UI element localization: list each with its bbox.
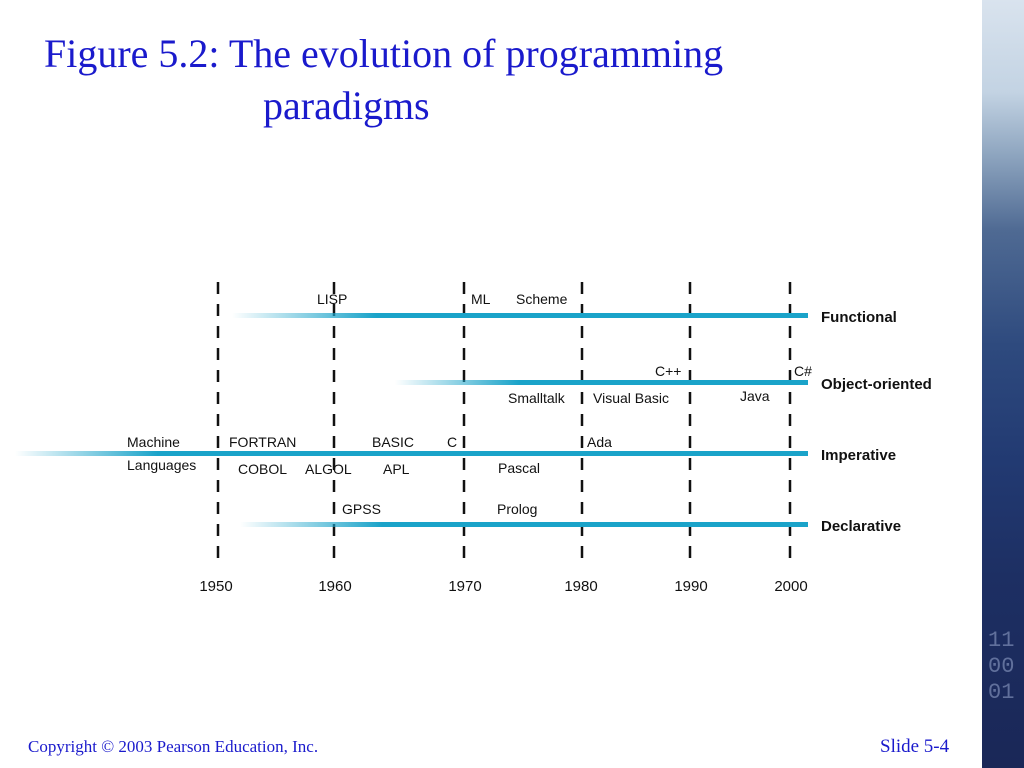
year-label-1980: 1980 (564, 578, 597, 595)
timeline-bar-imperative (15, 451, 808, 456)
language-ada: Ada (587, 434, 612, 450)
language-apl: APL (383, 461, 410, 477)
language-visual-basic: Visual Basic (593, 390, 669, 406)
language-fortran: FORTRAN (229, 434, 296, 450)
slide-title: Figure 5.2: The evolution of programming… (44, 28, 944, 132)
timeline-bar-functional (232, 313, 808, 318)
language-smalltalk: Smalltalk (508, 390, 566, 406)
language-basic: BASIC (372, 434, 414, 450)
paradigm-label-object-oriented: Object-oriented (821, 376, 932, 393)
copyright-footer: Copyright © 2003 Pearson Education, Inc. (28, 737, 319, 756)
year-label-1990: 1990 (674, 578, 707, 595)
paradigm-label-functional: Functional (821, 309, 897, 326)
language-lisp: LISP (317, 291, 347, 307)
language-scheme: Scheme (516, 291, 568, 307)
language-java: Java (740, 388, 770, 404)
language-c: C (447, 434, 457, 450)
language-machine: Machine (127, 434, 180, 450)
language-prolog: Prolog (497, 501, 537, 517)
paradigm-label-declarative: Declarative (821, 518, 901, 535)
language-pascal: Pascal (498, 460, 540, 476)
language-gpss: GPSS (342, 501, 381, 517)
language-ml: ML (471, 291, 491, 307)
language-cobol: COBOL (238, 461, 287, 477)
binary-digits-decoration: 11 00 01 (988, 628, 1015, 705)
language-cpp: C++ (655, 363, 681, 379)
year-label-1950: 1950 (199, 578, 232, 595)
year-label-2000: 2000 (774, 578, 807, 595)
timeline-bar-declarative (240, 522, 808, 527)
decorative-side-strip: 11 00 01 (982, 0, 1024, 768)
slide-title-line2: paradigms (263, 83, 430, 128)
decade-gridlines (216, 282, 792, 568)
slide-title-line1: Figure 5.2: The evolution of programming (44, 31, 724, 76)
language-csharp: C# (794, 363, 812, 379)
slide-number: Slide 5-4 (880, 736, 950, 757)
language-algol: ALGOL (305, 461, 352, 477)
paradigm-label-imperative: Imperative (821, 447, 896, 464)
language-languages: Languages (127, 457, 196, 473)
year-label-1970: 1970 (448, 578, 481, 595)
timeline-bar-object-oriented (395, 380, 808, 385)
year-label-1960: 1960 (318, 578, 351, 595)
